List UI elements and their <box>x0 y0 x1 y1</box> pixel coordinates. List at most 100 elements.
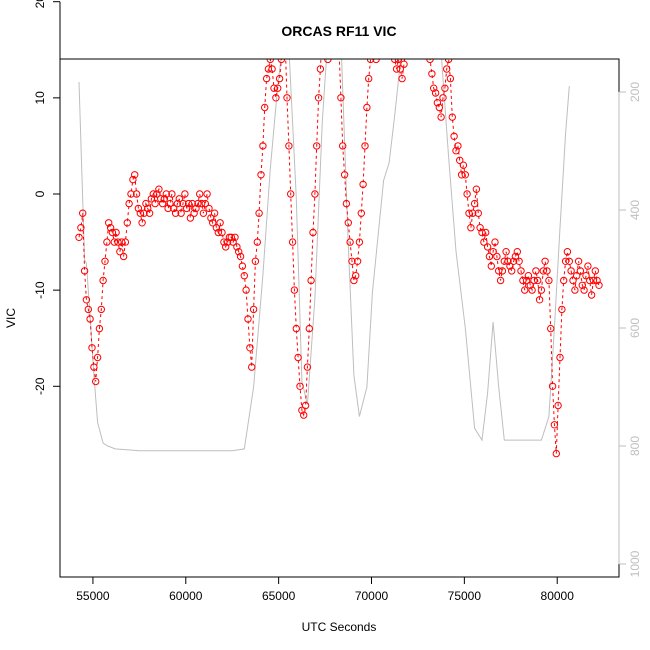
vic-point-152 <box>357 209 365 217</box>
vic-point-279 <box>593 276 601 285</box>
vic-point-125 <box>307 276 315 285</box>
vic-point-96 <box>253 238 261 246</box>
vic-point-7 <box>88 344 96 352</box>
y-tick-label--10: -10 <box>33 281 47 299</box>
vic-point-224 <box>491 238 499 246</box>
vic-series <box>75 59 603 458</box>
vic-point-83 <box>229 238 237 246</box>
vic-point-104 <box>268 65 276 73</box>
vic-point-22 <box>116 248 124 256</box>
vic-point-67 <box>199 209 208 217</box>
vic-point-101 <box>262 74 271 83</box>
vic-point-234 <box>509 257 518 265</box>
vic-point-220 <box>483 243 492 251</box>
vic-point-86 <box>235 248 243 256</box>
vic-point-269 <box>574 257 583 265</box>
vic-point-39 <box>147 195 156 203</box>
vic-point-190 <box>428 70 436 78</box>
vic-point-68 <box>201 199 210 208</box>
vic-point-147 <box>348 257 356 265</box>
vic-point-1 <box>77 224 85 232</box>
vic-point-154 <box>361 142 369 150</box>
vic-point-193 <box>433 99 442 107</box>
vic-point-275 <box>586 276 594 285</box>
vic-point-231 <box>504 257 512 265</box>
y-tick-label-10: 10 <box>33 91 47 105</box>
vic-point-228 <box>498 267 507 275</box>
vic-point-32 <box>134 204 143 213</box>
vic-point-71 <box>207 214 215 222</box>
vic-point-150 <box>353 257 362 265</box>
vic-point-107 <box>274 84 282 92</box>
vic-point-251 <box>541 257 549 265</box>
vic-point-55 <box>177 209 185 217</box>
y2-tick-label-200: 200 <box>628 82 642 102</box>
vic-point-144 <box>342 199 351 208</box>
vic-point-233 <box>508 267 516 275</box>
vic-point-129 <box>314 94 323 102</box>
vic-point-70 <box>205 204 213 213</box>
vic-point-121 <box>300 411 308 419</box>
vic-point-92 <box>246 344 254 352</box>
vic-point-250 <box>539 267 547 275</box>
vic-point-128 <box>313 142 321 150</box>
vic-point-5 <box>84 305 93 314</box>
vic-point-45 <box>158 199 167 208</box>
vic-point-37 <box>144 204 152 213</box>
vic-point-91 <box>244 315 252 323</box>
x-tick-label-80000: 80000 <box>541 589 575 603</box>
vic-point-263 <box>563 248 572 256</box>
vic-point-237 <box>515 257 523 265</box>
vic-point-280 <box>595 281 603 289</box>
vic-point-226 <box>495 267 503 275</box>
vic-point-112 <box>283 94 291 102</box>
vic-point-63 <box>192 204 200 213</box>
vic-point-205 <box>456 156 464 165</box>
vic-point-268 <box>573 272 581 280</box>
vic-point-31 <box>132 190 141 198</box>
vic-point-38 <box>145 209 154 217</box>
vic-point-81 <box>225 233 234 242</box>
vic-point-49 <box>166 199 174 208</box>
vic-point-242 <box>524 272 533 280</box>
vic-point-271 <box>578 281 586 289</box>
chart-title: ORCAS RF11 VIC <box>281 23 396 39</box>
x-axis-label: UTC Seconds <box>302 620 377 634</box>
x-axis: 55000 60000 65000 70000 75000 80000 <box>76 576 575 603</box>
vic-point-203 <box>452 147 460 155</box>
vic-point-259 <box>556 353 564 362</box>
vic-point-56 <box>179 199 187 208</box>
vic-point-212 <box>469 209 477 217</box>
vic-point-257 <box>552 449 560 458</box>
vic-point-93 <box>248 363 256 371</box>
vic-point-60 <box>186 214 195 222</box>
vic-point-243 <box>526 281 534 289</box>
vic-point-225 <box>493 252 501 261</box>
vic-point-74 <box>212 224 221 232</box>
y-tick-label--20: -20 <box>33 377 47 395</box>
vic-point-171 <box>392 65 401 73</box>
vic-point-82 <box>227 233 236 242</box>
vic-point-153 <box>359 180 367 189</box>
vic-point-28 <box>127 190 135 198</box>
vic-point-148 <box>350 276 358 285</box>
vic-point-43 <box>155 185 163 193</box>
vic-point-277 <box>589 276 598 285</box>
vic-point-54 <box>175 195 184 203</box>
vic-point-201 <box>448 113 456 121</box>
vic-point-198 <box>443 65 451 73</box>
vic-point-270 <box>576 267 585 275</box>
vic-point-204 <box>454 142 462 150</box>
vic-point-274 <box>584 262 592 270</box>
vic-point-73 <box>210 209 219 217</box>
vic-point-10 <box>93 353 102 362</box>
vic-point-11 <box>95 324 104 333</box>
vic-point-0 <box>75 233 83 242</box>
vic-point-197 <box>441 84 449 92</box>
vic-point-24 <box>119 252 128 261</box>
vic-point-248 <box>535 296 544 304</box>
vic-point-238 <box>517 267 525 275</box>
vic-point-254 <box>547 324 555 333</box>
y2-tick-label-400: 400 <box>628 200 642 220</box>
